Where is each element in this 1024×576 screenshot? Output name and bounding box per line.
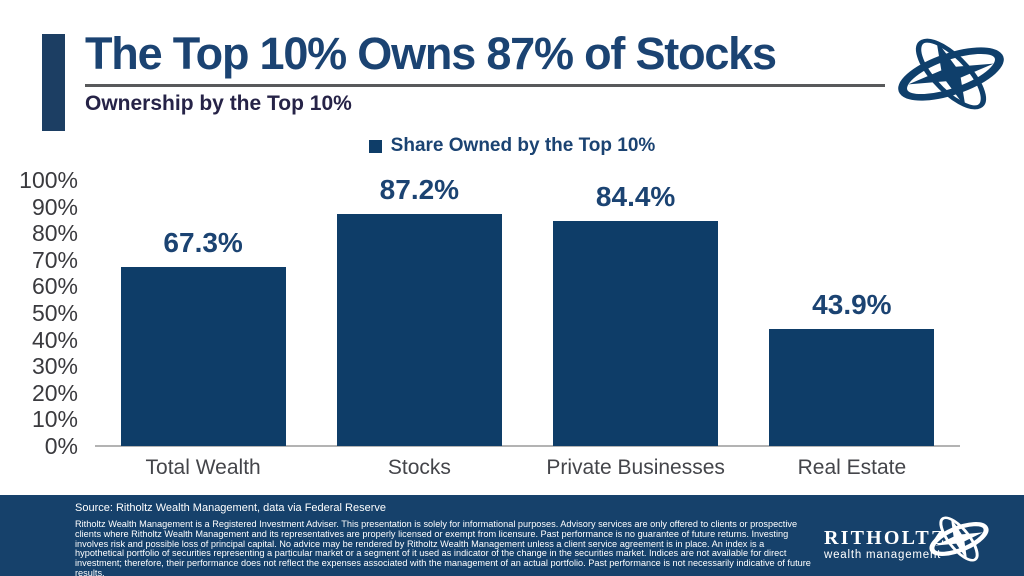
x-axis-category-label-total-wealth: Total Wealth [145, 456, 261, 479]
x-axis-category-label-private-businesses: Private Businesses [546, 456, 725, 479]
y-axis-tick-label: 30% [31, 353, 78, 380]
bar-value-label-total-wealth: 67.3% [163, 227, 243, 258]
source-note: Source: Ritholtz Wealth Management, data… [75, 502, 387, 514]
page-subtitle: Ownership by the Top 10% [85, 92, 352, 115]
y-axis-tick-label: 100% [19, 167, 78, 193]
y-axis-tick-label: 0% [44, 433, 78, 459]
x-axis-line [95, 445, 960, 447]
title-accent-bar [42, 34, 65, 131]
brand-wordmark: RITHOLTZ [824, 527, 947, 549]
disclaimer-text: Ritholtz Wealth Management is a Register… [75, 519, 811, 576]
y-axis-tick-label: 90% [31, 193, 78, 220]
legend-swatch-icon [368, 139, 382, 153]
brand-tagline: wealth management [824, 549, 942, 561]
x-axis-category-label-real-estate: Real Estate [797, 456, 907, 479]
bar-value-label-private-businesses: 84.4% [595, 181, 676, 212]
bar-private-businesses [553, 221, 719, 446]
title-underline [85, 84, 885, 87]
y-axis-tick-label: 60% [31, 273, 78, 300]
footer-brand: RITHOLTZ wealth management [824, 528, 946, 561]
y-axis-tick-label: 40% [31, 326, 78, 353]
footer-band: Source: Ritholtz Wealth Management, data… [0, 495, 1024, 576]
chart-legend: Share Owned by the Top 10% [0, 135, 1024, 157]
bar-value-label-stocks: 87.2% [379, 174, 460, 205]
gyroscope-compass-icon [926, 511, 992, 567]
x-axis-category-label-stocks: Stocks [387, 456, 451, 479]
y-axis-tick-label: 80% [31, 220, 78, 247]
legend-label: Share Owned by the Top 10% [390, 135, 656, 156]
page-title: The Top 10% Owns 87% of Stocks [85, 28, 777, 79]
bar-real-estate [769, 329, 935, 446]
y-axis-tick-label: 50% [31, 300, 78, 326]
y-axis-tick-label: 10% [31, 406, 78, 433]
y-axis-tick-label: 20% [31, 379, 78, 406]
bar-total-wealth [120, 267, 286, 446]
y-axis-tick-label: 70% [31, 246, 78, 273]
bar-value-label-real-estate: 43.9% [812, 289, 892, 320]
bar-stocks [336, 214, 502, 446]
